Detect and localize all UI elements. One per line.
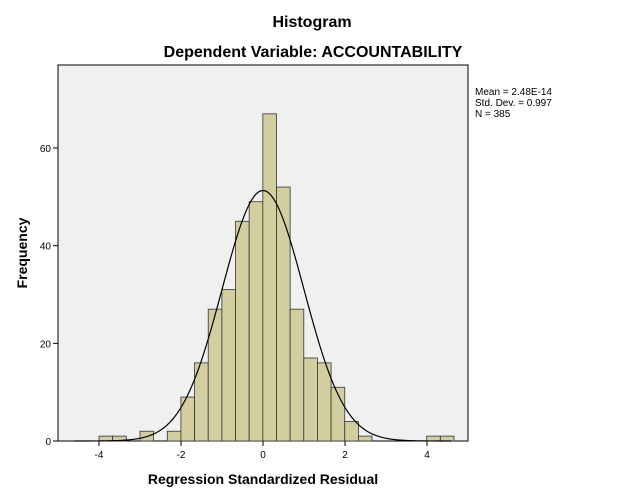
histogram-bar (358, 435, 373, 442)
stats-n: N = 385 (475, 109, 511, 120)
x-tick-label: 4 (424, 450, 430, 461)
histogram-bar (248, 201, 264, 442)
histogram-bar (262, 113, 277, 442)
chart-title: Histogram (272, 14, 351, 31)
stats-mean: Mean = 2.48E-14 (475, 87, 552, 98)
normal-curve (74, 189, 452, 442)
histogram-bar (166, 430, 182, 442)
y-axis-ticks: 0 20 40 60 (40, 144, 58, 448)
histogram-bar (221, 289, 236, 442)
x-axis-title: Regression Standardized Residual (148, 471, 378, 487)
histogram-bar (207, 308, 223, 442)
y-axis-title: Frequency (14, 217, 30, 288)
histogram-bar (344, 421, 359, 442)
y-tick-label: 20 (40, 339, 52, 350)
bars-group (98, 113, 455, 442)
chart-subtitle: Dependent Variable: ACCOUNTABILITY (164, 44, 463, 61)
histogram-bar (439, 435, 455, 442)
histogram-bar (303, 357, 318, 442)
histogram-bar (289, 308, 305, 442)
histogram-bar (276, 186, 291, 442)
y-tick-label: 40 (40, 242, 52, 253)
x-tick-label: 0 (260, 450, 266, 461)
x-tick-label: 2 (342, 450, 348, 461)
histogram-bar (426, 435, 441, 442)
x-axis-ticks: -4 -2 0 2 4 (95, 441, 430, 461)
x-tick-label: -2 (177, 450, 186, 461)
stats-std-dev: Std. Dev. = 0.997 (475, 98, 552, 109)
y-tick-label: 60 (40, 144, 52, 155)
x-tick-label: -4 (95, 450, 104, 461)
histogram-bar (235, 220, 250, 442)
y-tick-label: 0 (45, 437, 51, 448)
